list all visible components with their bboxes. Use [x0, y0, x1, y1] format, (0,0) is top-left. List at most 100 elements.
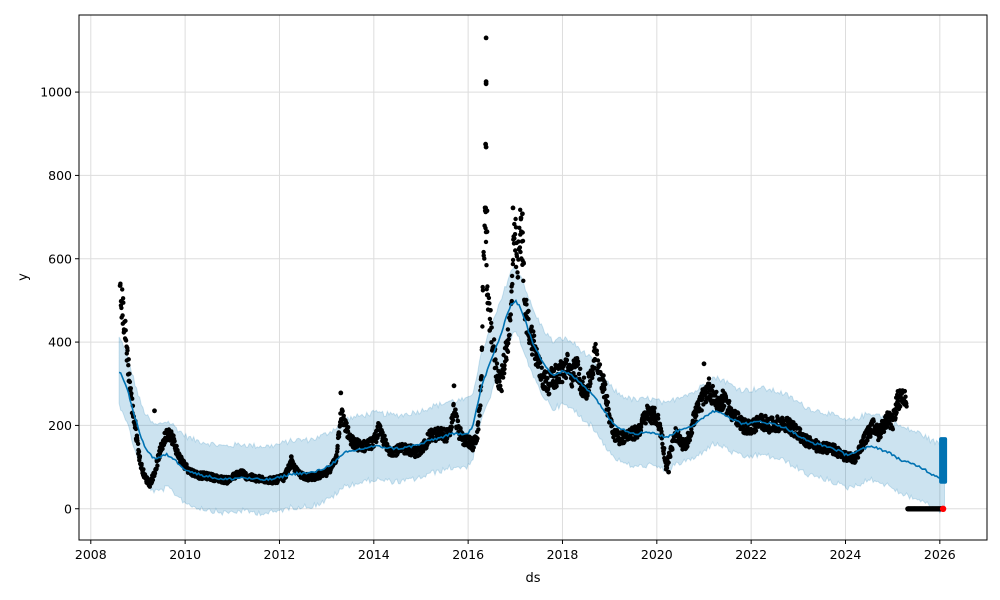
observed-point: [655, 412, 661, 418]
observed-point: [565, 352, 570, 358]
observed-point: [699, 408, 704, 413]
x-tick-label: 2026: [924, 547, 956, 562]
y-tick-label: 0: [64, 501, 72, 516]
observed-point: [545, 387, 551, 392]
observed-point: [385, 441, 390, 447]
observed-point: [510, 205, 516, 211]
observed-point: [666, 460, 671, 465]
observed-point: [480, 288, 486, 293]
observed-point: [518, 207, 523, 212]
y-tick-label: 800: [48, 168, 72, 183]
observed-point: [706, 376, 712, 381]
observed-point: [685, 444, 690, 449]
observed-point: [480, 324, 485, 329]
observed-point: [588, 381, 593, 386]
observed-point: [597, 362, 602, 367]
observed-point: [512, 232, 518, 237]
x-tick-label: 2014: [358, 547, 390, 562]
observed-point: [524, 302, 529, 307]
observed-point: [515, 275, 521, 280]
observed-point: [635, 435, 640, 440]
observed-point: [478, 403, 483, 408]
observed-point: [498, 383, 503, 388]
observed-point: [152, 408, 157, 414]
observed-point: [569, 384, 575, 389]
observed-point: [120, 296, 126, 301]
y-tick-label: 200: [48, 418, 72, 433]
observed-point: [172, 439, 177, 444]
observed-point: [602, 387, 607, 392]
observed-point: [123, 338, 129, 343]
observed-point: [513, 248, 518, 253]
observed-point: [770, 415, 775, 420]
observed-point: [484, 263, 489, 268]
observed-point: [563, 375, 569, 381]
observed-point: [471, 445, 476, 450]
observed-point: [450, 418, 456, 423]
observed-point: [155, 463, 160, 468]
observed-point: [132, 422, 138, 427]
observed-point: [476, 427, 481, 432]
observed-point: [505, 349, 511, 354]
observed-point: [662, 446, 667, 451]
y-tick-label: 600: [48, 251, 72, 266]
observed-point: [175, 447, 180, 453]
observed-point: [160, 446, 165, 452]
observed-point: [120, 287, 125, 292]
observed-point: [507, 332, 512, 338]
observed-point: [855, 455, 861, 460]
observed-point: [871, 419, 876, 424]
observed-point: [668, 454, 673, 459]
observed-point: [489, 325, 494, 330]
observed-point: [484, 208, 490, 214]
observed-point: [890, 427, 895, 432]
observed-point: [707, 381, 712, 386]
observed-point: [604, 393, 610, 399]
observed-point: [502, 363, 507, 368]
observed-point: [576, 371, 582, 377]
observed-point: [520, 238, 526, 244]
observed-point: [483, 35, 489, 41]
observed-point: [575, 359, 581, 364]
observed-point: [480, 284, 485, 290]
observed-point: [564, 357, 570, 363]
observed-point: [521, 278, 526, 283]
y-tick-label: 400: [48, 335, 72, 350]
observed-point: [374, 439, 379, 445]
observed-point: [141, 467, 146, 472]
x-axis-label: ds: [525, 571, 540, 586]
observed-point: [652, 405, 657, 411]
observed-point: [345, 429, 351, 434]
observed-point: [509, 298, 514, 304]
forecast-column: [939, 437, 948, 484]
observed-point: [475, 436, 480, 441]
observed-point: [482, 256, 487, 261]
observed-point: [780, 415, 785, 420]
observed-point: [531, 333, 537, 338]
observed-point: [605, 400, 611, 405]
observed-point: [643, 421, 648, 426]
observed-point: [378, 424, 383, 429]
observed-point: [506, 341, 511, 346]
observed-point: [484, 229, 490, 235]
observed-point: [171, 433, 176, 438]
observed-point: [489, 320, 494, 326]
observed-point: [510, 281, 515, 287]
observed-point: [483, 239, 489, 245]
observed-point: [797, 427, 803, 432]
observed-point: [491, 337, 497, 342]
observed-point: [487, 301, 492, 306]
x-tick-label: 2012: [264, 547, 296, 562]
observed-point: [593, 341, 598, 347]
observed-point: [535, 364, 541, 369]
observed-point: [545, 375, 550, 381]
observed-point: [659, 429, 664, 434]
observed-point: [666, 469, 671, 475]
x-tick-label: 2010: [169, 547, 201, 562]
observed-point: [497, 379, 502, 384]
observed-point: [590, 375, 595, 381]
observed-point: [449, 424, 454, 430]
observed-point: [512, 236, 517, 241]
observed-point: [530, 352, 535, 357]
